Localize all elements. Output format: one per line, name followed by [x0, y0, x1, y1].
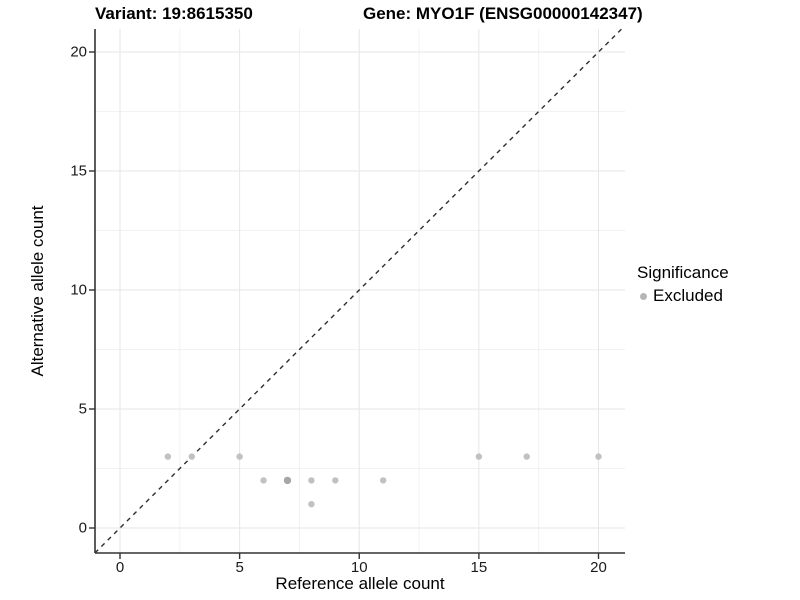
variant-title: Variant: 19:8615350: [95, 4, 253, 23]
x-tick-label: 20: [590, 559, 607, 576]
y-axis-title: Alternative allele count: [28, 205, 47, 377]
data-point: [332, 477, 339, 484]
legend-item-label: Excluded: [653, 286, 723, 305]
data-point: [164, 453, 172, 460]
y-tick-label: 10: [70, 281, 87, 299]
y-tick-label: 0: [78, 519, 87, 537]
y-tick-label: 5: [78, 400, 87, 418]
x-tick-label: 0: [115, 559, 125, 576]
x-tick-label: 10: [350, 559, 368, 576]
legend-item-excluded: Excluded: [637, 286, 729, 306]
legend-title: Significance: [637, 263, 729, 282]
data-point: [308, 501, 315, 508]
x-tick-label: 15: [470, 559, 488, 576]
data-point: [475, 453, 483, 460]
x-tick-label: 5: [235, 559, 244, 576]
data-point: [595, 453, 602, 460]
data-point: [236, 453, 243, 460]
data-point: [260, 477, 267, 484]
data-point: [308, 477, 315, 484]
x-axis-title: Reference allele count: [275, 574, 445, 593]
y-tick-label: 15: [70, 162, 87, 180]
gene-title: Gene: MYO1F (ENSG00000142347): [363, 4, 643, 23]
legend-point-icon: [640, 292, 647, 300]
data-point: [283, 476, 292, 485]
data-point: [379, 477, 387, 484]
y-tick-label: 20: [70, 43, 87, 61]
data-point: [523, 453, 530, 460]
data-point: [188, 453, 195, 460]
identity-line: [94, 28, 623, 554]
legend: Significance Excluded: [637, 263, 729, 306]
